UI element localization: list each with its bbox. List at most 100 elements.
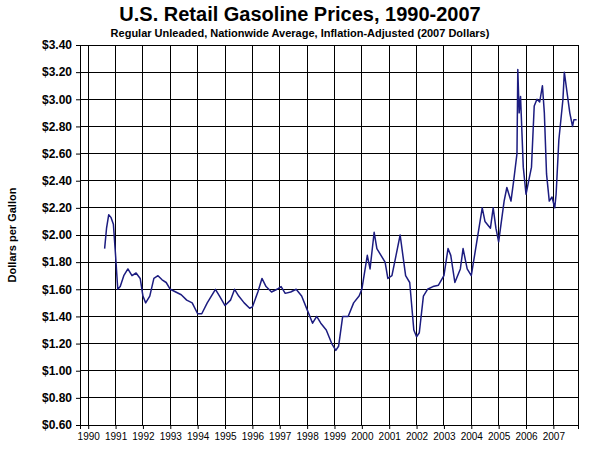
tick-label: $2.00 — [42, 228, 72, 242]
title: U.S. Retail Gasoline Prices, 1990-2007 — [119, 3, 480, 25]
tick: 1998 — [296, 425, 319, 442]
tick-label: 2005 — [488, 431, 511, 442]
tick-label: $2.60 — [42, 147, 72, 161]
tick: $2.20 — [42, 201, 80, 215]
tick: $1.80 — [42, 255, 80, 269]
tick-mark — [76, 99, 80, 100]
tick-mark — [76, 316, 80, 317]
tick: 2004 — [461, 425, 484, 442]
tick-label: 1995 — [214, 431, 237, 442]
tick: $2.60 — [42, 147, 80, 161]
tick-label: 1999 — [324, 431, 347, 442]
tick: 1991 — [105, 425, 128, 442]
tick-label: $2.20 — [42, 201, 72, 215]
tick-mark — [471, 425, 472, 429]
y-axis-title: Dollars per Gallon — [6, 187, 18, 282]
tick-label: 2007 — [543, 431, 566, 442]
tick: $3.20 — [42, 65, 80, 79]
tick-mark — [76, 154, 80, 155]
tick-mark — [252, 425, 253, 429]
grid-line — [80, 343, 578, 344]
tick-label: 2006 — [515, 431, 538, 442]
tick-label: $0.60 — [42, 418, 72, 432]
tick-mark — [553, 425, 554, 429]
tick-mark — [76, 126, 80, 127]
tick-label: 1991 — [105, 431, 128, 442]
tick: $1.20 — [42, 337, 80, 351]
tick-mark — [526, 425, 527, 429]
grid-line — [80, 370, 578, 371]
axis-line — [76, 46, 81, 426]
tick-label: 2004 — [461, 431, 484, 442]
tick-mark — [307, 425, 308, 429]
price-line — [105, 69, 577, 350]
series — [105, 69, 577, 350]
tick-mark — [280, 425, 281, 429]
tick-label: $0.80 — [42, 391, 72, 405]
tick-mark — [76, 371, 80, 372]
grid-line — [279, 45, 280, 425]
tick: $0.60 — [42, 418, 80, 432]
tick-label: $1.80 — [42, 255, 72, 269]
tick-label: $3.00 — [42, 93, 72, 107]
grid-line — [197, 45, 198, 425]
tick-mark — [225, 425, 226, 429]
grid-line — [142, 45, 143, 425]
tick-label: 1993 — [160, 431, 183, 442]
tick-label: 2003 — [433, 431, 456, 442]
tick-label: 1996 — [242, 431, 265, 442]
tick: 2007 — [543, 425, 566, 442]
tick-label: $1.00 — [42, 364, 72, 378]
subtitle: Regular Unleaded, Nationwide Average, In… — [111, 27, 490, 39]
tick-label: 2002 — [406, 431, 429, 442]
tick-mark — [76, 398, 80, 399]
tick: 1996 — [242, 425, 265, 442]
tick-mark — [76, 289, 80, 290]
grid-line — [80, 316, 578, 317]
plot-frame — [80, 45, 578, 425]
tick-label: 1990 — [78, 431, 101, 442]
grid-line — [252, 45, 253, 425]
tick-label: $2.40 — [42, 174, 72, 188]
tick-label: $1.40 — [42, 310, 72, 324]
tick-label: 1998 — [296, 431, 319, 442]
grid-line — [361, 45, 362, 425]
tick-mark — [76, 72, 80, 73]
tick: $2.80 — [42, 120, 80, 134]
tick: 2000 — [351, 425, 374, 442]
grid-line — [225, 45, 226, 425]
tick: 1993 — [160, 425, 183, 442]
grid-line — [416, 45, 417, 425]
tick: $0.80 — [42, 391, 80, 405]
grid-line — [80, 235, 578, 236]
tick-label: $1.60 — [42, 283, 72, 297]
tick-label: 1997 — [269, 431, 292, 442]
tick: 1992 — [132, 425, 155, 442]
tick-mark — [76, 235, 80, 236]
tick: 2006 — [515, 425, 538, 442]
tick-label: $1.20 — [42, 337, 72, 351]
grid-line — [80, 289, 578, 290]
grid-line — [170, 45, 171, 425]
tick: 1994 — [187, 425, 210, 442]
tick: 2005 — [488, 425, 511, 442]
grid-line — [334, 45, 335, 425]
tick: $1.60 — [42, 283, 80, 297]
tick-mark — [76, 45, 80, 46]
plot: 1990 1991 1992 1993 1994 1995 1996 1997 1998 1999… — [42, 38, 579, 442]
grid-line — [553, 45, 554, 425]
tick-label: $3.20 — [42, 65, 72, 79]
grid-line — [88, 45, 89, 425]
tick: 1995 — [214, 425, 237, 442]
tick: 1999 — [324, 425, 347, 442]
grid-line — [80, 153, 578, 154]
tick-label: 1994 — [187, 431, 210, 442]
grid-line — [307, 45, 308, 425]
grid-line — [389, 45, 390, 425]
grid-line — [526, 45, 527, 425]
tick: 2003 — [433, 425, 456, 442]
tick-mark — [116, 425, 117, 429]
grid-line — [80, 72, 578, 73]
grid-line — [115, 45, 116, 425]
tick: $1.40 — [42, 310, 80, 324]
